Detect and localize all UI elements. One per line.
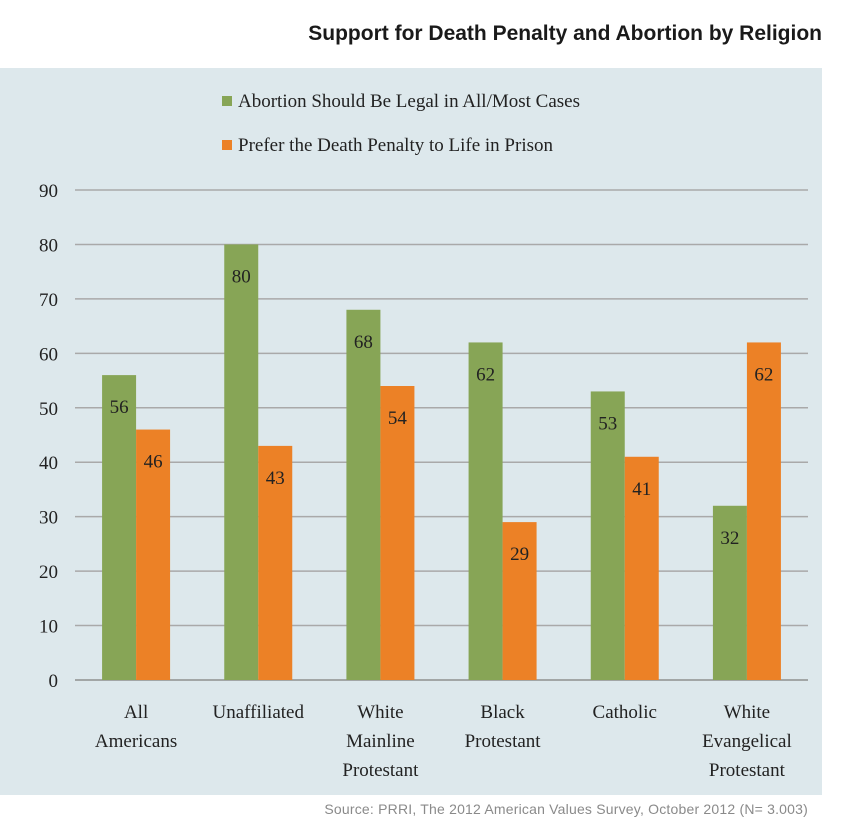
- data-label: 32: [720, 528, 739, 549]
- source-note: Source: PRRI, The 2012 American Values S…: [324, 801, 808, 817]
- chart-title: Support for Death Penalty and Abortion b…: [308, 22, 822, 45]
- x-tick-label: White: [724, 702, 770, 723]
- bar: [102, 375, 137, 680]
- y-tick-label: 90: [39, 181, 58, 202]
- x-tick-label: White: [357, 702, 403, 723]
- y-tick-label: 70: [39, 290, 58, 311]
- x-tick-label: Unaffiliated: [213, 702, 305, 723]
- y-tick-label: 20: [39, 562, 58, 583]
- x-tick-label: Mainline: [346, 731, 415, 752]
- data-label: 46: [144, 452, 163, 473]
- legend-swatch: [222, 140, 232, 150]
- data-label: 41: [632, 479, 651, 500]
- bar: [258, 445, 293, 680]
- data-label: 56: [110, 397, 129, 418]
- data-label: 53: [598, 413, 617, 434]
- bar: [712, 505, 747, 680]
- y-tick-label: 80: [39, 235, 58, 256]
- y-tick-label: 30: [39, 508, 58, 529]
- data-label: 54: [388, 408, 408, 429]
- y-tick-label: 50: [39, 399, 58, 420]
- data-label: 62: [476, 364, 495, 385]
- data-label: 68: [354, 332, 373, 353]
- legend-label: Prefer the Death Penalty to Life in Pris…: [238, 135, 554, 156]
- data-label: 43: [266, 468, 285, 489]
- bar: [346, 309, 381, 680]
- x-tick-label: Catholic: [593, 702, 657, 723]
- data-label: 62: [754, 364, 773, 385]
- x-tick-label: Black: [480, 702, 525, 723]
- x-tick-label: All: [124, 702, 148, 723]
- bar: [502, 522, 537, 680]
- x-tick-label: Protestant: [465, 731, 542, 752]
- x-tick-label: Protestant: [342, 760, 419, 781]
- bar: [380, 386, 415, 680]
- bar: [624, 456, 659, 680]
- legend-label: Abortion Should Be Legal in All/Most Cas…: [238, 91, 580, 112]
- y-tick-label: 60: [39, 344, 58, 365]
- x-tick-label: Protestant: [709, 760, 786, 781]
- bar: [746, 342, 781, 680]
- data-label: 80: [232, 266, 251, 287]
- bar: [136, 429, 171, 680]
- y-tick-label: 40: [39, 453, 58, 474]
- data-label: 29: [510, 544, 529, 565]
- x-tick-label: Americans: [95, 731, 177, 752]
- bar: [224, 244, 259, 680]
- y-tick-label: 0: [49, 671, 59, 692]
- bar: [468, 342, 503, 680]
- bar: [590, 391, 625, 680]
- y-tick-label: 10: [39, 617, 58, 638]
- legend-swatch: [222, 96, 232, 106]
- x-tick-label: Evangelical: [702, 731, 792, 752]
